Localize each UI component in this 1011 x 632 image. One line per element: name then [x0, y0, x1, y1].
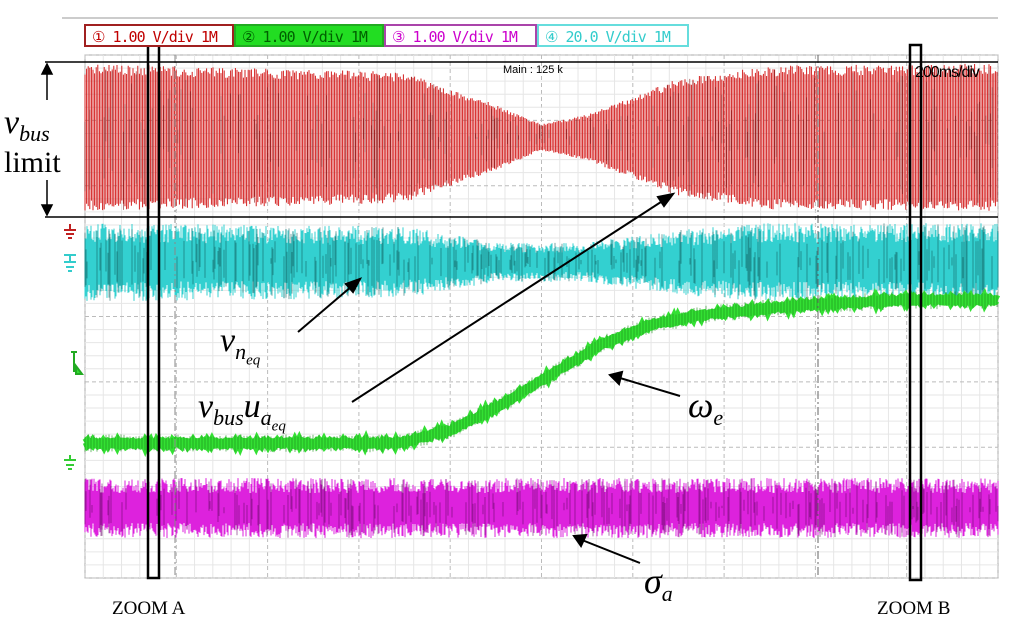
annotation-arrows: [297, 192, 681, 564]
channel-4-label: ④ 20.0 V/div 1M: [537, 24, 689, 47]
vbus-subscript: bus: [19, 120, 50, 146]
arrow-omega: [619, 377, 681, 397]
arrow-vneq: [297, 285, 353, 333]
arrow-vbus-u: [351, 199, 665, 403]
band-detail-ch1: [84, 69, 993, 210]
band-detail-ch3: [84, 478, 999, 538]
limit-arrow: [40, 62, 54, 217]
u-subsub: eq: [271, 418, 286, 435]
series-ch3: [84, 478, 999, 539]
sigma-label: σa: [644, 560, 673, 607]
series-ch4: [84, 223, 999, 302]
memory-label: Main : 125 k: [503, 64, 563, 76]
channel-1-label: ① 1.00 V/div 1M: [84, 24, 234, 47]
sigma-symbol: σ: [644, 561, 662, 601]
vneq-sub: n: [235, 338, 247, 364]
vneq-subsub: eq: [246, 352, 261, 369]
omega-label: ωe: [688, 384, 723, 431]
u-sub: a: [260, 404, 272, 430]
vbusu-sub: bus: [213, 404, 244, 430]
trace-noise-ch2: [84, 291, 998, 453]
traces: [82, 63, 1001, 539]
zoom-a-label: ZOOM A: [112, 598, 186, 619]
u-symbol: u: [243, 388, 261, 425]
zoom-b-box: [908, 43, 923, 582]
vneq-symbol: v: [220, 322, 236, 359]
zoom-b-label: ZOOM B: [877, 598, 951, 619]
vneq-label: vneq: [220, 322, 260, 369]
trace-ch2: [82, 287, 1001, 458]
arrow-sigma: [581, 539, 641, 564]
vbus-symbol: v: [4, 104, 20, 141]
channel-2-label: ② 1.00 V/div 1M: [234, 24, 384, 47]
sigma-sub: a: [661, 581, 673, 607]
vbus-u-label: vbusuaeq: [198, 388, 286, 435]
timebase-label: 200ms/div: [915, 64, 980, 81]
omega-symbol: ω: [688, 385, 714, 425]
limit-label: limit: [4, 146, 61, 180]
omega-sub: e: [713, 405, 724, 431]
vbusu-symbol: v: [198, 388, 214, 425]
channel-3-label: ③ 1.00 V/div 1M: [384, 24, 537, 47]
band-detail-ch4: [84, 223, 999, 302]
vbus-label: vbus: [4, 104, 50, 147]
series-ch1: [84, 63, 998, 211]
series-ch2: [82, 287, 1001, 458]
ground-markers: [64, 224, 84, 470]
